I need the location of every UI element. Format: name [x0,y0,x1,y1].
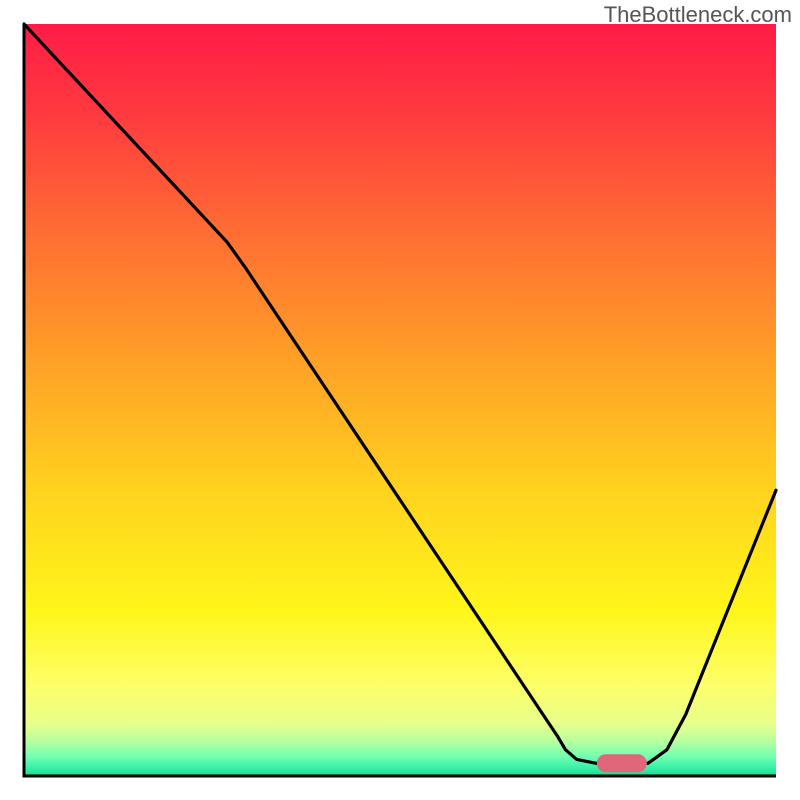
watermark-text: TheBottleneck.com [604,2,792,28]
optimal-marker [597,754,647,772]
gradient-background [24,24,776,776]
bottleneck-chart [0,0,800,800]
